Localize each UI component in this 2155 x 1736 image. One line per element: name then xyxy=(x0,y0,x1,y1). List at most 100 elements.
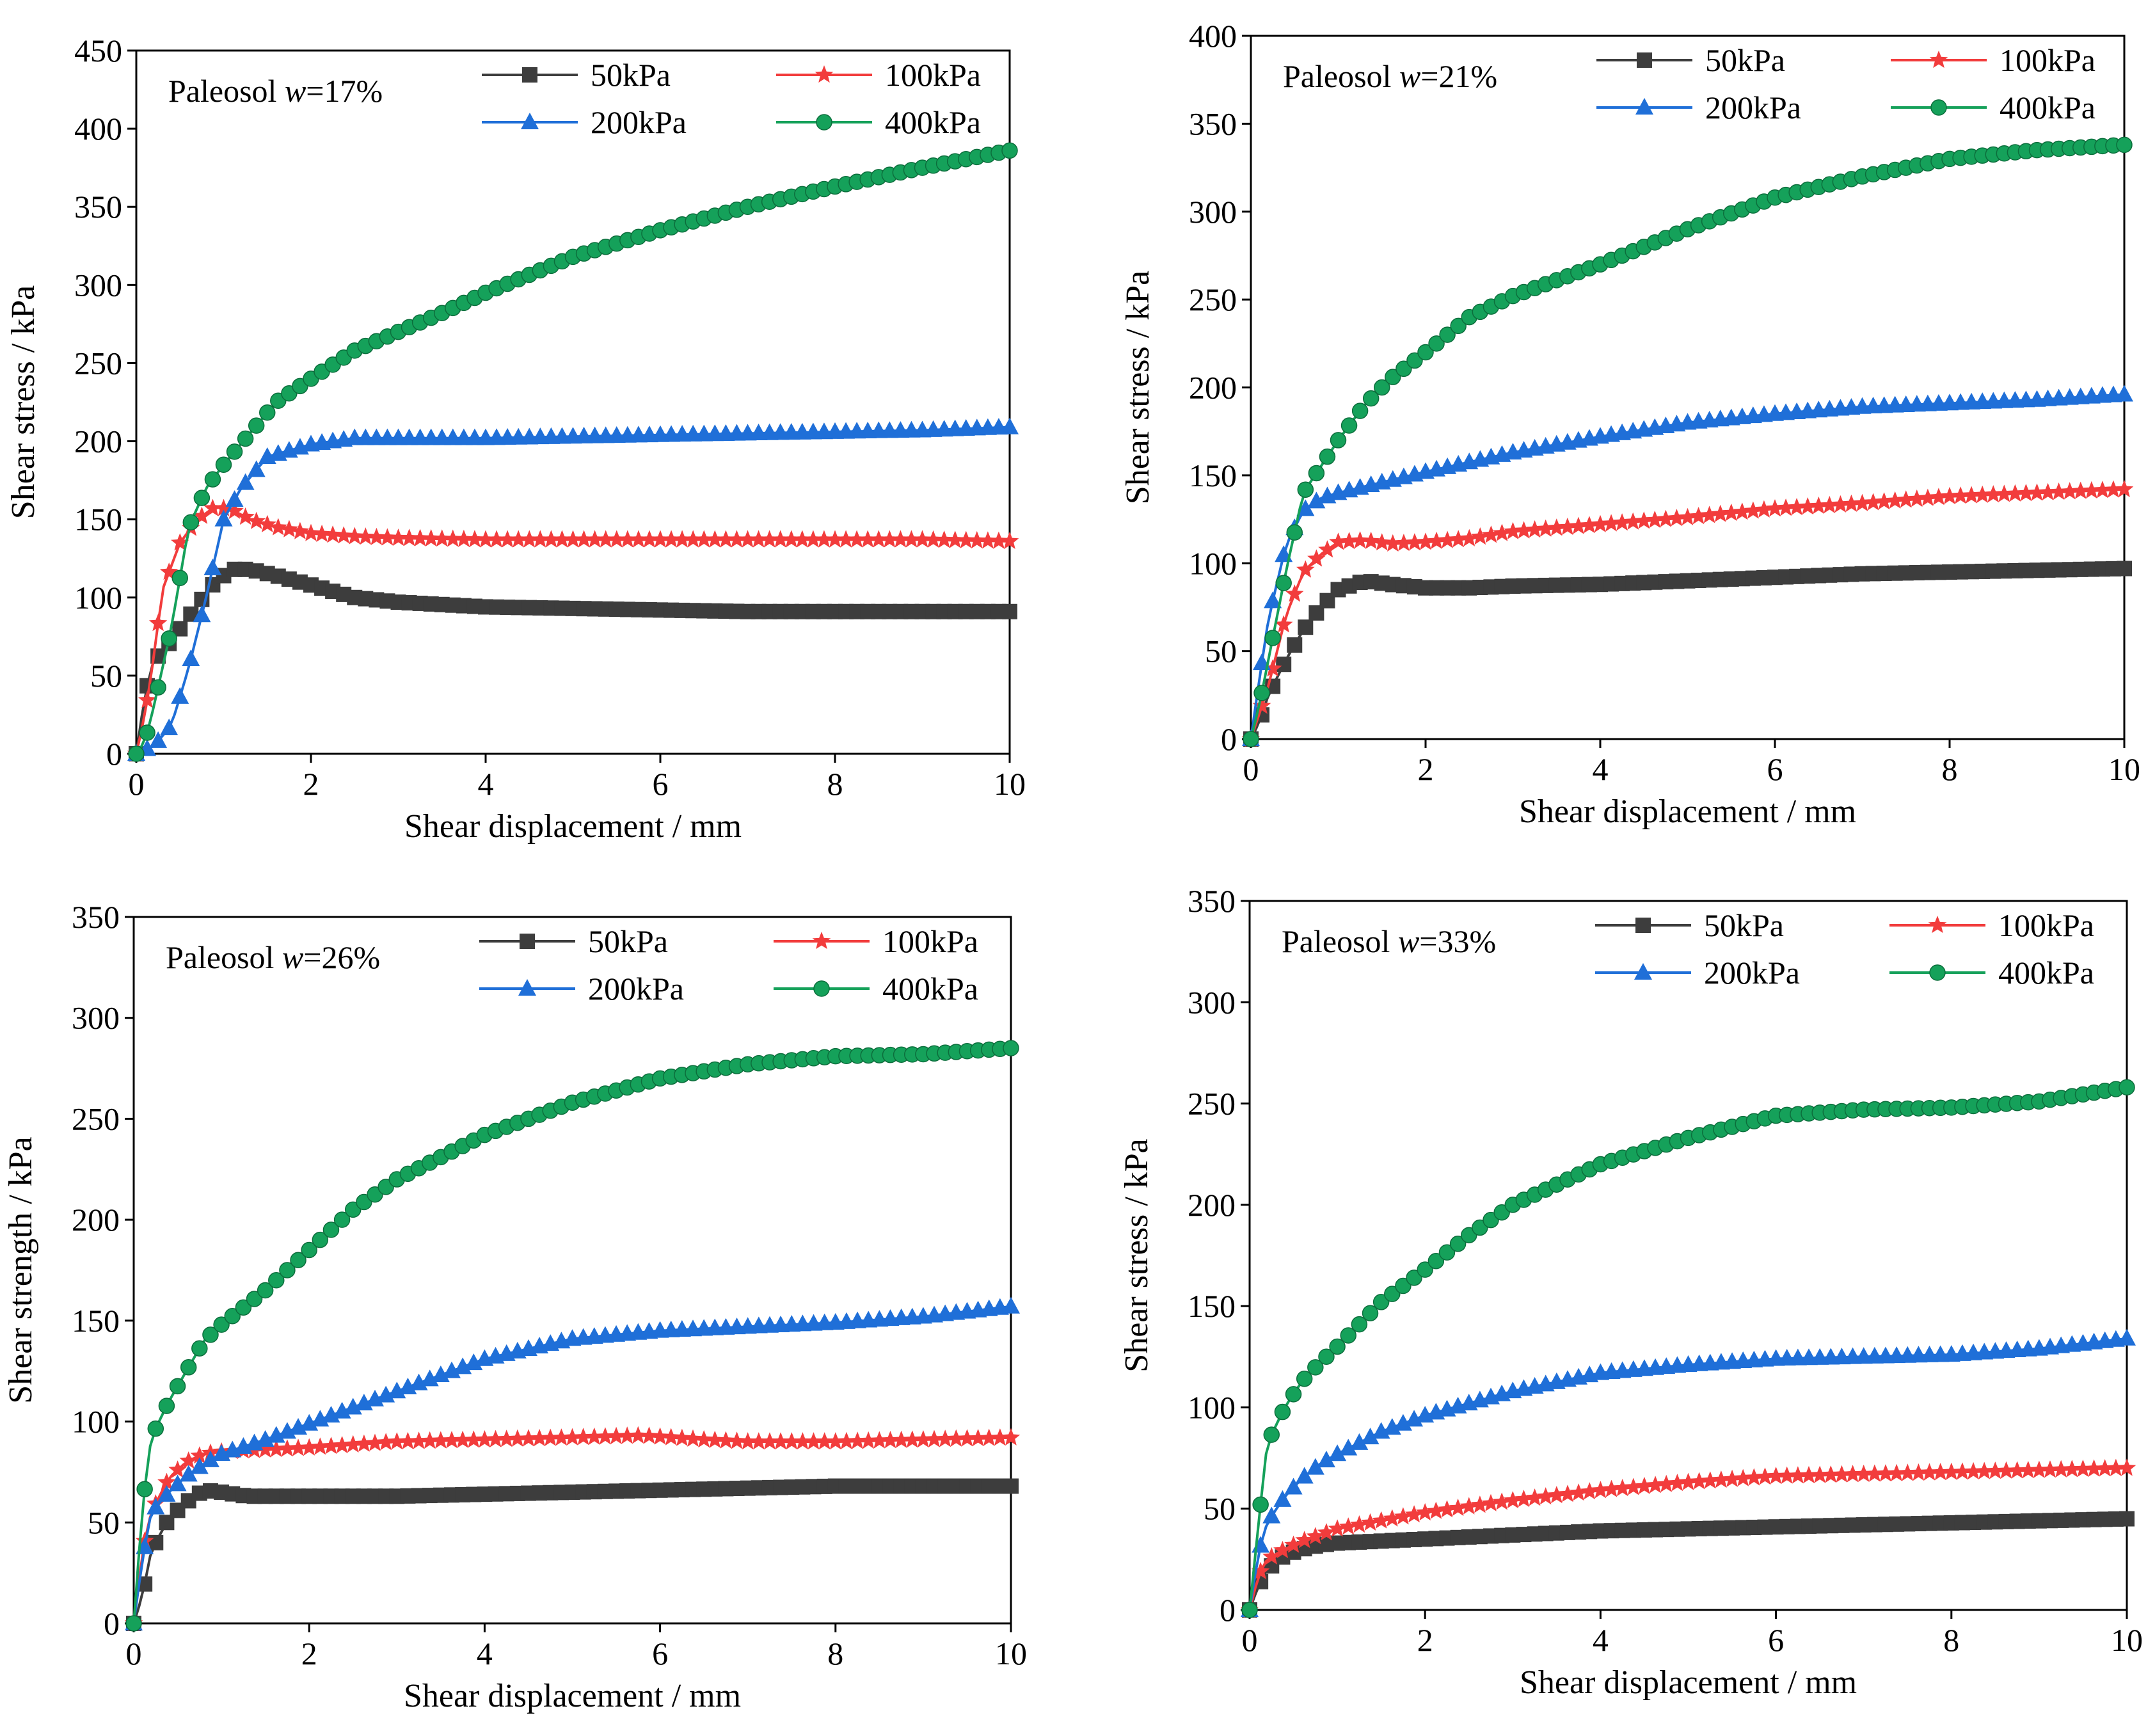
data-point xyxy=(171,569,188,586)
data-point xyxy=(1296,499,1315,516)
data-point xyxy=(248,417,265,434)
data-point xyxy=(1329,532,1348,550)
data-point xyxy=(193,490,211,506)
data-point xyxy=(1287,637,1303,653)
data-point xyxy=(247,511,266,529)
data-point xyxy=(411,529,429,546)
data-point xyxy=(1285,1386,1302,1403)
data-point xyxy=(1712,1470,1731,1488)
data-point xyxy=(1536,1487,1555,1505)
series-50kPa xyxy=(129,561,1017,761)
data-point xyxy=(574,1428,592,1445)
panel-label-value: =33% xyxy=(1419,923,1496,959)
data-point xyxy=(1787,498,1806,516)
data-point xyxy=(629,1426,648,1444)
data-point xyxy=(1438,1244,1456,1261)
data-point xyxy=(804,530,823,548)
data-point xyxy=(1307,491,1326,509)
data-point xyxy=(2115,479,2134,497)
data-point xyxy=(443,529,463,547)
panel-label: Paleosol w=26% xyxy=(166,939,380,975)
data-point xyxy=(935,530,953,548)
data-point xyxy=(1481,1493,1500,1511)
data-point xyxy=(870,1431,889,1449)
data-point xyxy=(2074,1460,2092,1477)
data-point xyxy=(651,1427,669,1445)
data-point xyxy=(169,1378,186,1395)
data-point xyxy=(738,1432,757,1450)
data-point xyxy=(1263,659,1282,677)
series-line xyxy=(132,1434,1012,1624)
data-point xyxy=(585,530,604,548)
data-point xyxy=(1918,488,1937,506)
plot-frame xyxy=(135,49,1011,755)
data-point xyxy=(334,526,353,544)
data-point xyxy=(1887,1463,1906,1481)
data-point xyxy=(236,507,255,525)
data-point xyxy=(486,1429,505,1447)
data-point xyxy=(1711,504,1730,522)
data-point xyxy=(2119,1511,2135,1527)
plot-frame xyxy=(1248,900,2128,1611)
data-point xyxy=(990,1428,1010,1446)
legend-label: 100kPa xyxy=(1998,907,2094,943)
data-point xyxy=(1003,1040,1019,1056)
data-point xyxy=(312,524,331,542)
series-200kPa xyxy=(1241,1328,2136,1617)
data-point xyxy=(1678,507,1697,525)
data-point xyxy=(1854,1464,1873,1482)
data-point xyxy=(858,530,877,548)
legend-label: 400kPa xyxy=(885,104,981,140)
data-point xyxy=(552,1428,571,1446)
x-tick-label: 6 xyxy=(653,766,669,802)
y-tick-label: 150 xyxy=(72,1303,120,1339)
data-point xyxy=(1623,512,1642,530)
y-tick-label: 350 xyxy=(72,899,120,935)
data-point xyxy=(1460,529,1479,546)
data-point xyxy=(1374,379,1390,396)
data-point xyxy=(1756,1467,1774,1485)
series-200kPa xyxy=(1242,385,2133,746)
data-point xyxy=(728,530,746,548)
data-point xyxy=(322,1222,340,1238)
data-point xyxy=(1898,1463,1917,1481)
data-point xyxy=(1984,485,2003,503)
data-point xyxy=(1295,1531,1314,1549)
legend-marker xyxy=(812,932,831,950)
y-tick-label: 200 xyxy=(1189,370,1237,406)
y-tick-label: 200 xyxy=(72,1202,120,1238)
data-point xyxy=(1744,501,1763,519)
data-point xyxy=(694,1430,713,1448)
y-tick-label: 200 xyxy=(74,424,122,459)
y-tick-label: 100 xyxy=(1188,1389,1236,1425)
data-point xyxy=(881,1431,900,1449)
data-point xyxy=(158,1398,175,1414)
data-point xyxy=(1406,1270,1422,1286)
x-tick-label: 8 xyxy=(827,1636,843,1671)
data-point xyxy=(596,530,615,548)
data-point xyxy=(1547,518,1566,536)
y-tick-label: 0 xyxy=(1221,721,1237,757)
x-tick-label: 4 xyxy=(478,766,494,802)
data-point xyxy=(1745,1468,1763,1486)
data-point xyxy=(213,1316,230,1333)
data-point xyxy=(204,471,221,488)
data-point xyxy=(1439,326,1456,343)
series-50kPa xyxy=(1243,561,2132,747)
data-point xyxy=(967,530,987,549)
data-point xyxy=(2049,482,2068,500)
data-point xyxy=(1339,1438,1358,1456)
data-point xyxy=(585,1427,603,1445)
data-point xyxy=(1602,514,1621,532)
data-point xyxy=(1931,1463,1950,1481)
data-point xyxy=(1330,432,1347,449)
legend-label: 400kPa xyxy=(2000,90,2095,125)
data-point xyxy=(1372,533,1391,551)
y-axis-title: Shear stress / kPa xyxy=(1118,1138,1155,1372)
panel-label-var: w xyxy=(285,73,306,109)
x-tick-label: 2 xyxy=(301,1636,317,1671)
data-point xyxy=(1427,1252,1445,1270)
data-point xyxy=(925,1429,944,1447)
data-point xyxy=(683,530,703,548)
